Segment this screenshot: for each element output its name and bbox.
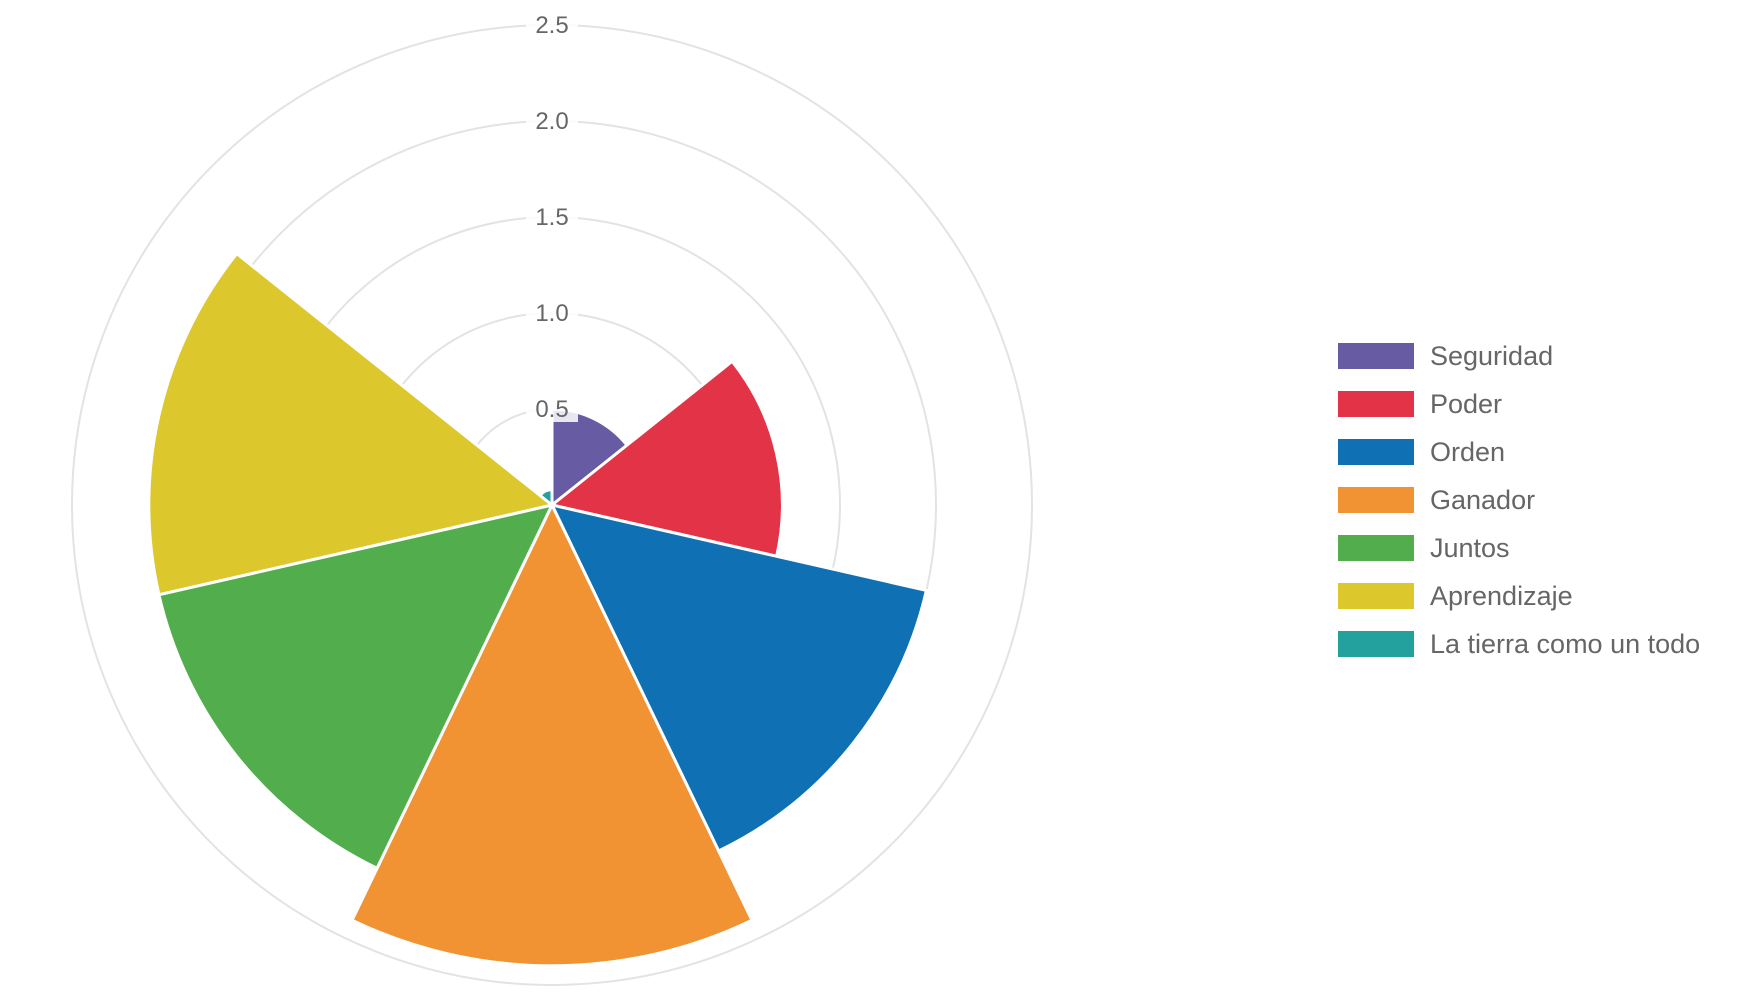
legend-item[interactable]: Orden <box>1338 428 1700 476</box>
slice-juntos[interactable] <box>157 502 555 871</box>
legend-item[interactable]: Ganador <box>1338 476 1700 524</box>
slices <box>147 251 929 968</box>
radial-tick-label: 0.5 <box>535 396 568 423</box>
legend-swatch <box>1338 631 1414 657</box>
tick-label-backdrop <box>526 300 578 326</box>
legend-label: Orden <box>1430 436 1506 467</box>
legend-label: Seguridad <box>1430 340 1554 371</box>
legend: Seguridad Poder Orden Ganador Juntos Aprendiz… <box>1338 332 1700 668</box>
radial-tick-label: 2.5 <box>535 12 568 39</box>
radial-tick-label: 1.5 <box>535 204 568 231</box>
legend-swatch <box>1338 583 1414 609</box>
legend-label: Ganador <box>1430 484 1536 515</box>
legend-item[interactable]: Juntos <box>1338 524 1700 572</box>
tick-label-backdrop <box>526 108 578 134</box>
legend-item[interactable]: Aprendizaje <box>1338 572 1700 620</box>
slice-ganador[interactable] <box>350 501 754 968</box>
legend-swatch <box>1338 439 1414 465</box>
slice-orden[interactable] <box>549 502 929 853</box>
legend-item[interactable]: La tierra como un todo <box>1338 620 1700 668</box>
radial-tick-label: 1.0 <box>535 300 568 327</box>
legend-label: Poder <box>1430 388 1503 419</box>
tick-label-backdrop <box>526 204 578 230</box>
polar-plot-area: 0.5 1.0 1.5 2.0 2.5 <box>71 12 1033 986</box>
slice-poder[interactable] <box>548 359 784 559</box>
legend-swatch <box>1338 391 1414 417</box>
tick-label-backdrop <box>526 396 578 422</box>
slice-aprendizaje[interactable] <box>147 251 556 597</box>
slice-la-tierra-como-un-todo[interactable] <box>537 488 554 509</box>
legend-swatch <box>1338 343 1414 369</box>
radial-tick-labels: 0.5 1.0 1.5 2.0 2.5 <box>526 12 578 423</box>
legend-label: Juntos <box>1430 532 1510 563</box>
legend-item[interactable]: Poder <box>1338 380 1700 428</box>
legend-label: Aprendizaje <box>1430 580 1573 611</box>
legend-swatch <box>1338 535 1414 561</box>
legend-swatch <box>1338 487 1414 513</box>
legend-label: La tierra como un todo <box>1430 628 1701 659</box>
tick-label-backdrop <box>526 12 578 38</box>
legend-item[interactable]: Seguridad <box>1338 332 1700 380</box>
radial-tick-label: 2.0 <box>535 108 568 135</box>
